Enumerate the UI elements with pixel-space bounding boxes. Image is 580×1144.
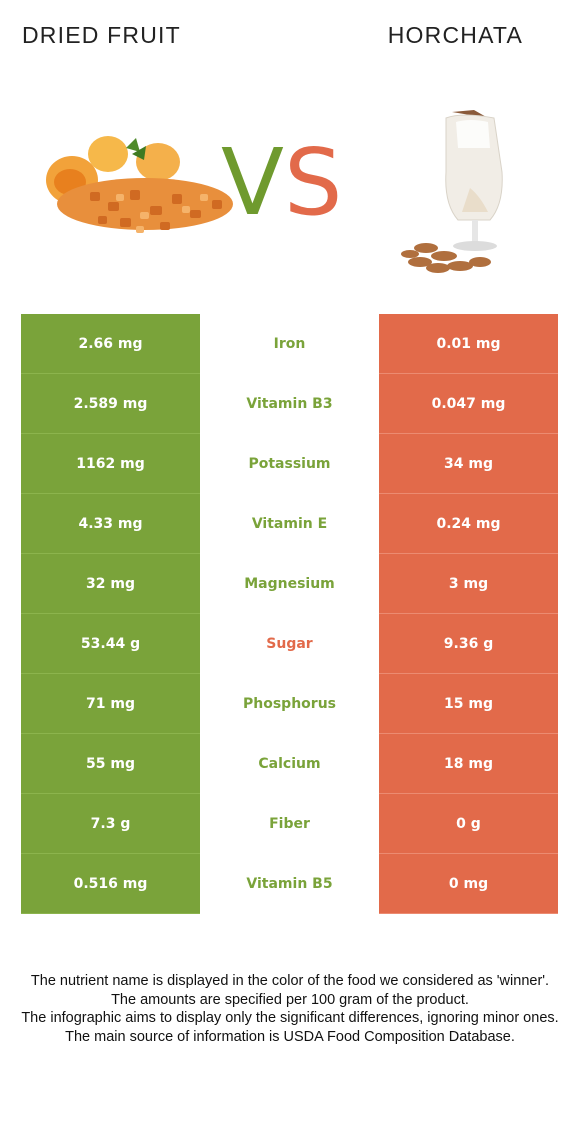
- dried-fruit-value: 0.516 mg: [21, 854, 200, 914]
- nutrient-name: Iron: [200, 314, 379, 374]
- nutrient-name: Vitamin B5: [200, 854, 379, 914]
- horchata-value: 0.01 mg: [379, 314, 558, 374]
- nutrient-name: Sugar: [200, 614, 379, 674]
- nutrient-name: Magnesium: [200, 554, 379, 614]
- dried-fruit-value: 2.66 mg: [21, 314, 200, 374]
- horchata-value: 0 g: [379, 794, 558, 854]
- dried-fruit-value: 32 mg: [21, 554, 200, 614]
- table-row: 2.66 mg Iron 0.01 mg: [21, 314, 558, 374]
- nutrient-name: Vitamin B3: [200, 374, 379, 434]
- dried-fruit-image: [46, 136, 233, 233]
- footnote-winner: The nutrient name is displayed in the co…: [30, 973, 550, 989]
- horchata-value: 0 mg: [379, 854, 558, 914]
- horchata-value: 34 mg: [379, 434, 558, 494]
- horchata-image: [401, 110, 503, 273]
- dried-fruit-value: 55 mg: [21, 734, 200, 794]
- dried-fruit-value: 7.3 g: [21, 794, 200, 854]
- nutrient-name: Fiber: [200, 794, 379, 854]
- table-row: 71 mg Phosphorus 15 mg: [21, 674, 558, 734]
- horchata-value: 3 mg: [379, 554, 558, 614]
- comparison-table: 2.66 mg Iron 0.01 mg 2.589 mg Vitamin B3 0.04…: [21, 314, 558, 914]
- table-row: 53.44 g Sugar 9.36 g: [21, 614, 558, 674]
- footnotes: The nutrient name is displayed in the co…: [16, 972, 564, 1046]
- horchata-value: 18 mg: [379, 734, 558, 794]
- nutrient-name: Calcium: [200, 734, 379, 794]
- nutrient-name: Vitamin E: [200, 494, 379, 554]
- table-row: 55 mg Calcium 18 mg: [21, 734, 558, 794]
- table-row: 0.516 mg Vitamin B5 0 mg: [21, 854, 558, 914]
- table-row: 4.33 mg Vitamin E 0.24 mg: [21, 494, 558, 554]
- table-row: 7.3 g Fiber 0 g: [21, 794, 558, 854]
- footnote-source: The main source of information is USDA F…: [65, 1028, 515, 1045]
- horchata-value: 0.24 mg: [379, 494, 558, 554]
- table-row: 32 mg Magnesium 3 mg: [21, 554, 558, 614]
- dried-fruit-value: 1162 mg: [21, 434, 200, 494]
- footnote-amounts: The amounts are specified per 100 gram o…: [111, 991, 469, 1008]
- dried-fruit-value: 53.44 g: [21, 614, 200, 674]
- horchata-value: 15 mg: [379, 674, 558, 734]
- right-food-title: HORCHATA: [387, 22, 523, 48]
- left-food-title: DRIED FRUIT: [22, 22, 181, 48]
- dried-fruit-value: 4.33 mg: [21, 494, 200, 554]
- vs-label: VS: [221, 129, 343, 236]
- footnote-significance: The infographic aims to display only the…: [21, 1010, 559, 1027]
- horchata-value: 0.047 mg: [379, 374, 558, 434]
- nutrient-name: Potassium: [200, 434, 379, 494]
- horchata-value: 9.36 g: [379, 614, 558, 674]
- dried-fruit-value: 71 mg: [21, 674, 200, 734]
- table-row: 2.589 mg Vitamin B3 0.047 mg: [21, 374, 558, 434]
- nutrient-name: Phosphorus: [200, 674, 379, 734]
- table-row: 1162 mg Potassium 34 mg: [21, 434, 558, 494]
- dried-fruit-value: 2.589 mg: [21, 374, 200, 434]
